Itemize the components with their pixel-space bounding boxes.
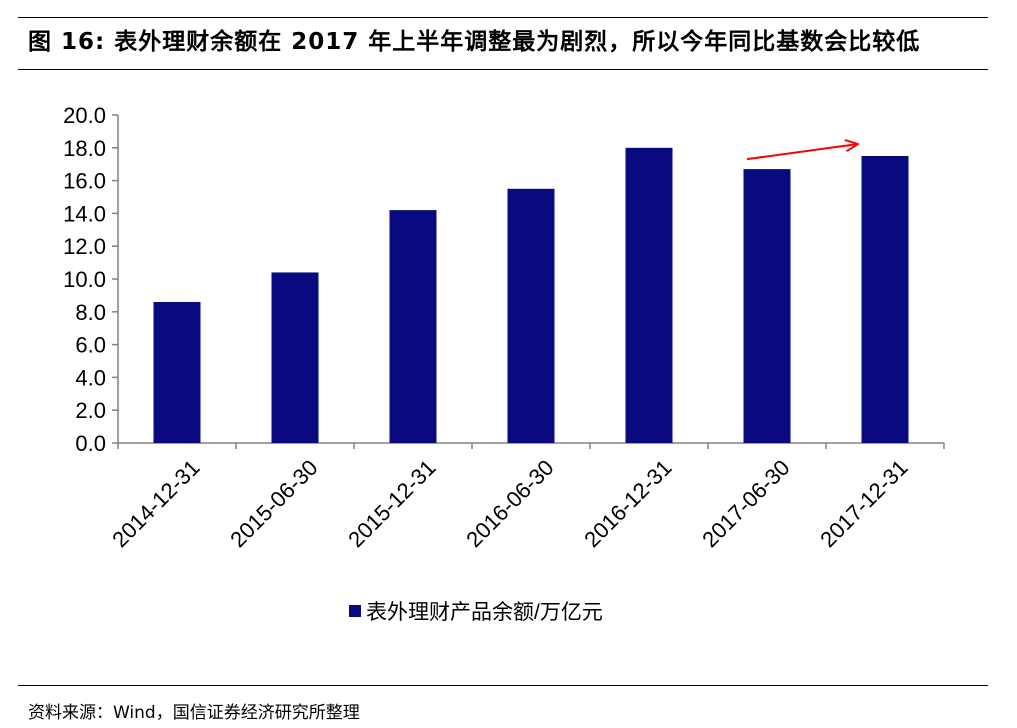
source-note: 资料来源：Wind，国信证券经济研究所整理 [28, 703, 360, 723]
x-tick-label: 2016-12-31 [579, 455, 676, 552]
x-tick-label: 2015-06-30 [225, 455, 322, 552]
x-tick-label: 2014-12-31 [107, 455, 204, 552]
x-tick-label: 2015-12-31 [343, 455, 440, 552]
annotations [746, 144, 858, 161]
x-tick-label: 2017-12-31 [815, 455, 912, 552]
y-tick-label: 6.0 [75, 333, 106, 358]
trend-arrow [746, 144, 858, 161]
bar-2015-12-31 [389, 210, 437, 443]
figure-title: 图 16: 表外理财余额在 2017 年上半年调整最为剧烈，所以今年同比基数会比… [28, 29, 921, 55]
x-axis: 2014-12-31 2015-06-30 2015-12-31 2016-06-30… [107, 442, 945, 552]
source-rule [18, 685, 988, 686]
bar-2016-06-30 [507, 188, 555, 443]
bar-2017-12-31 [861, 156, 909, 443]
y-tick-label: 12.0 [63, 234, 106, 259]
y-tick-label: 16.0 [63, 169, 106, 194]
x-tick-label: 2017-06-30 [697, 455, 794, 552]
y-tick-label: 4.0 [75, 365, 106, 390]
title-bottom-rule [18, 69, 988, 70]
y-tick-label: 20.0 [63, 103, 106, 128]
x-tick-label: 2016-06-30 [461, 455, 558, 552]
y-tick-label: 8.0 [75, 300, 106, 325]
bar-2017-06-30 [743, 169, 791, 443]
legend: 表外理财产品余额/万亿元 [349, 601, 603, 624]
bars [153, 147, 909, 444]
legend-label: 表外理财产品余额/万亿元 [366, 601, 603, 624]
legend-swatch [349, 605, 361, 617]
bar-2016-12-31 [625, 147, 673, 444]
y-tick-label: 14.0 [63, 201, 106, 226]
y-axis: 0.0 2.0 4.0 6.0 8.0 10.0 12.0 14.0 16.0 18.0 20.0 [63, 103, 119, 456]
bar-chart: 0.02.04.06.08.010.012.014.016.018.020.0 … [63, 103, 945, 624]
y-tick-label: 2.0 [75, 398, 106, 423]
title-top-rule [18, 17, 988, 18]
y-tick-label: 0.0 [75, 431, 106, 456]
y-tick-label: 18.0 [63, 136, 106, 161]
y-tick-label: 10.0 [63, 267, 106, 292]
bar-2015-06-30 [271, 272, 319, 443]
bar-2014-12-31 [153, 301, 201, 443]
